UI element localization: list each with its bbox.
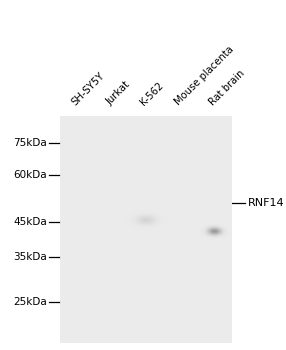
Text: 60kDa: 60kDa xyxy=(13,170,47,180)
Bar xyxy=(61,116,93,121)
Text: SH-SY5Y: SH-SY5Y xyxy=(70,70,107,107)
Bar xyxy=(198,116,231,343)
Bar xyxy=(96,116,128,121)
Bar xyxy=(130,116,162,121)
Bar xyxy=(164,116,196,343)
Text: 25kDa: 25kDa xyxy=(13,297,47,307)
Text: 35kDa: 35kDa xyxy=(13,252,47,261)
Text: Rat brain: Rat brain xyxy=(207,68,247,107)
Text: 45kDa: 45kDa xyxy=(13,217,47,228)
Text: 75kDa: 75kDa xyxy=(13,138,47,148)
Text: Jurkat: Jurkat xyxy=(104,79,132,107)
Bar xyxy=(61,116,93,343)
Bar xyxy=(130,116,162,343)
Bar xyxy=(198,116,231,121)
Bar xyxy=(96,116,128,343)
Text: K-562: K-562 xyxy=(139,80,166,107)
Bar xyxy=(164,116,196,121)
Text: Mouse placenta: Mouse placenta xyxy=(173,44,236,107)
Text: RNF14: RNF14 xyxy=(248,198,285,208)
